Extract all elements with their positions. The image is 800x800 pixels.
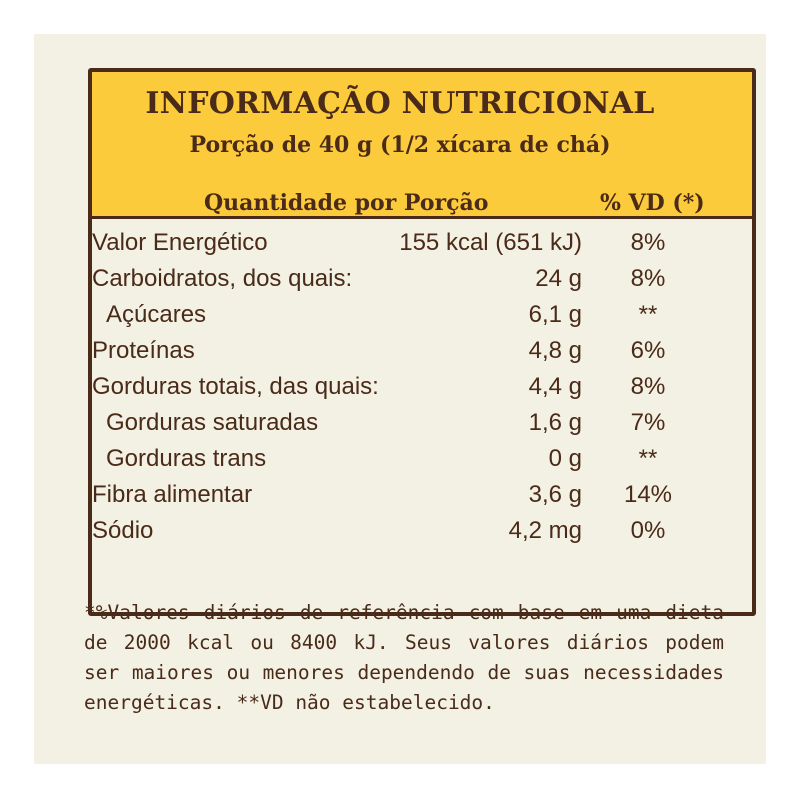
table-row: Valor Energético 155 kcal (651 kJ) 8% <box>0 229 800 261</box>
serving-size: Porção de 40 g (1/2 xícara de chá) <box>189 132 611 158</box>
column-header-vd: % VD (*) <box>600 190 705 216</box>
header-band <box>92 72 752 219</box>
nutrient-name: Valor Energético <box>92 229 268 256</box>
table-row: Açúcares 6,1 g ** <box>0 301 800 333</box>
nutrient-vd: 0% <box>630 517 666 544</box>
nutrient-name: Açúcares <box>106 301 207 328</box>
table-row: Gorduras saturadas 1,6 g 7% <box>0 409 800 441</box>
nutrient-quantity: 4,2 mg <box>508 517 582 544</box>
nutrient-name: Gorduras totais, das quais: <box>92 373 379 400</box>
table-row: Gorduras trans 0 g ** <box>0 445 800 477</box>
nutrition-label-page <box>34 34 766 764</box>
nutrient-quantity: 155 kcal (651 kJ) <box>399 229 582 256</box>
nutrient-name: Gorduras saturadas <box>106 409 319 436</box>
table-row: Proteínas 4,8 g 6% <box>0 337 800 369</box>
column-header-quantity: Quantidade por Porção <box>204 190 489 216</box>
nutrient-quantity: 24 g <box>535 265 582 292</box>
label-title: INFORMAÇÃO NUTRICIONAL <box>145 86 655 121</box>
nutrient-name: Fibra alimentar <box>92 481 253 508</box>
table-row: Sódio 4,2 mg 0% <box>0 517 800 549</box>
nutrient-vd: 6% <box>630 337 666 364</box>
nutrient-quantity: 1,6 g <box>528 409 582 436</box>
table-row: Fibra alimentar 3,6 g 14% <box>0 481 800 513</box>
nutrient-quantity: 4,8 g <box>528 337 582 364</box>
nutrient-vd: 8% <box>630 373 666 400</box>
nutrient-vd: 8% <box>630 229 666 256</box>
nutrient-vd: 14% <box>623 481 673 508</box>
nutrient-name: Sódio <box>92 517 154 544</box>
table-row: Gorduras totais, das quais: 4,4 g 8% <box>0 373 800 405</box>
nutrient-vd: 8% <box>630 265 666 292</box>
table-row: Carboidratos, dos quais: 24 g 8% <box>0 265 800 297</box>
nutrient-vd: ** <box>638 301 658 328</box>
nutrient-name: Gorduras trans <box>106 445 267 472</box>
nutrient-quantity: 6,1 g <box>528 301 582 328</box>
nutrient-quantity: 4,4 g <box>528 373 582 400</box>
nutrient-name: Carboidratos, dos quais: <box>92 265 353 292</box>
nutrient-quantity: 0 g <box>548 445 582 472</box>
nutrient-name: Proteínas <box>92 337 195 364</box>
nutrient-quantity: 3,6 g <box>528 481 582 508</box>
nutrient-vd: 7% <box>630 409 666 436</box>
nutrition-table-frame <box>88 68 756 616</box>
footnote: *%Valores diários de referência com base… <box>84 601 724 714</box>
nutrient-vd: ** <box>638 445 658 472</box>
